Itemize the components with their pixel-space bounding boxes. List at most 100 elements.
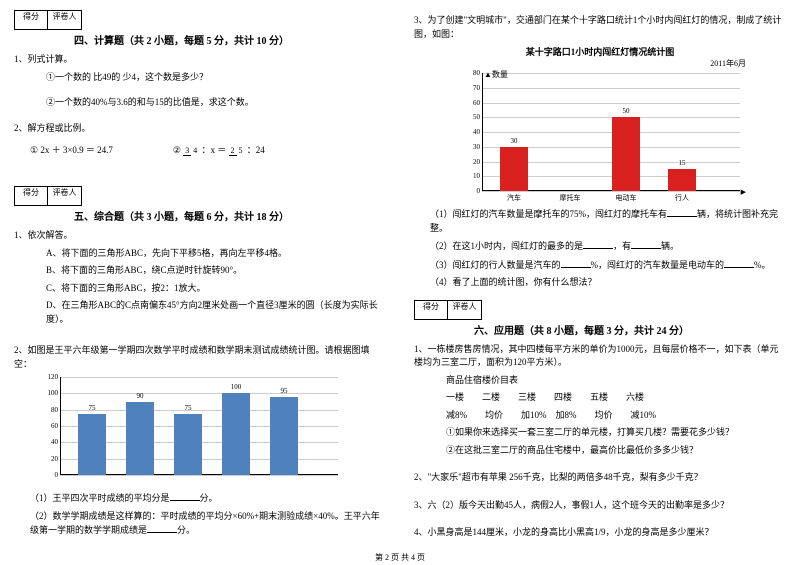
- chart2-subtitle: 2011年6月: [414, 58, 746, 69]
- bar-value: 30: [500, 137, 528, 145]
- s5-q2a: （1）王平四次平时成绩的平均分是 分。: [14, 491, 386, 506]
- s6-q1a: ①如果你来选择买一套三室二厅的单元楼，打算买几楼？需要花多少钱？: [414, 426, 786, 440]
- blank: [583, 239, 613, 249]
- frac-2-5: 25: [229, 147, 245, 155]
- y-label: 80: [460, 69, 480, 77]
- q2: 2、解方程或比例。: [14, 122, 386, 136]
- blank: [170, 491, 200, 501]
- r-q3-3b: %，闯红灯的汽车数量是电动车的: [591, 260, 725, 270]
- s5-q2a-pre: （1）王平四次平时成绩的平均分是: [30, 493, 170, 503]
- eq2-post: ：24: [247, 145, 265, 155]
- section-4-title: 四、计算题（共 2 小题，每题 5 分，共计 10 分）: [74, 32, 386, 47]
- bar-value: 75: [174, 404, 202, 412]
- section-5-title: 五、综合题（共 3 小题，每题 6 分，共计 18 分）: [74, 208, 386, 223]
- arrow-icon: ▶: [741, 188, 746, 196]
- s6-q1: 1、一栋楼房售房情况，其中四楼每平方米的单价为1000元，且每层价格不一，如下表…: [414, 343, 786, 370]
- r-q3-1: （1）闯红灯的汽车数量是摩托车的75%，闯红灯的摩托车有辆，将统计图补充完整。: [414, 207, 786, 235]
- y-axis: [482, 73, 483, 191]
- bar-value: 15: [668, 159, 696, 167]
- chart-traffic: 80706050403020100▲数量▶30汽车摩托车50电动车15行人: [460, 73, 740, 203]
- right-column: 3、为了创建"文明城市"，交通部门在某个十字路口统计1个小时内闯红灯的情况，制成…: [400, 0, 800, 565]
- eq2-pre: ②: [173, 145, 181, 155]
- s5-q1: 1、依次解答。: [14, 229, 386, 243]
- y-label: 0: [38, 471, 58, 479]
- q1a: ①一个数的 比49的 少4，这个数是多少？: [14, 71, 386, 85]
- y-label: 80: [38, 406, 58, 414]
- s6-tbl-title: 商品住宿楼价目表: [414, 374, 786, 388]
- s5-a: A、将下面的三角形ABC，先向下平移5格，再向左平移4格。: [14, 247, 386, 261]
- bar-fill: [126, 402, 154, 476]
- chart-scores: 12010080604020075907510095: [38, 377, 338, 487]
- y-label: 120: [38, 373, 58, 381]
- y-label: 0: [460, 187, 480, 195]
- y-label: 50: [460, 113, 480, 121]
- r-q3-3a: （3）闯红灯的行人数量是汽车的: [430, 260, 561, 270]
- page-footer: 第 2 页 共 4 页: [0, 552, 800, 563]
- bar-fill: [668, 169, 696, 191]
- frac2-den: 5: [237, 146, 245, 155]
- s6-q2: 2、"大家乐"超市有苹果 256千克，比梨的两倍多48千克，梨有多少千克？: [414, 471, 786, 485]
- score-cell-grader: 评卷人: [48, 10, 82, 30]
- bar-fill: [222, 393, 250, 475]
- q1: 1、列式计算。: [14, 53, 386, 67]
- frac1-den: 4: [191, 146, 199, 155]
- y-label: 60: [460, 99, 480, 107]
- eq2: ② 34 ：x ＝ 25 ：24: [173, 143, 265, 156]
- bar: 75: [174, 414, 202, 475]
- gridline: [482, 117, 740, 118]
- r-q3-2c: 辆。: [661, 241, 679, 251]
- y-label: 40: [460, 128, 480, 136]
- y-label: 10: [460, 172, 480, 180]
- s6-row1: 一楼 二楼 三楼 四楼 五楼 六楼: [414, 391, 786, 405]
- left-column: 得分 评卷人 四、计算题（共 2 小题，每题 5 分，共计 10 分） 1、列式…: [0, 0, 400, 565]
- x-label: 汽车: [507, 193, 521, 203]
- s5-q2a-post: 分。: [200, 493, 218, 503]
- bar-fill: [270, 397, 298, 475]
- bar: 50: [612, 117, 640, 191]
- y-label: 20: [38, 455, 58, 463]
- r-q3-2: （2）在这1小时内，闯红灯的最多的是，有辆。: [414, 239, 786, 254]
- r-q3: 3、为了创建"文明城市"，交通部门在某个十字路口统计1个小时内闯红灯的情况，制成…: [414, 14, 786, 41]
- bar-fill: [500, 147, 528, 191]
- x-label: 电动车: [616, 193, 637, 203]
- bar-fill: [612, 117, 640, 191]
- bar: 95: [270, 397, 298, 475]
- s6-q3: 3、六（2）版今天出勤45人，病假2人，事假1人，这个班今天的出勤率是多少？: [414, 499, 786, 513]
- score-box: 得分 评卷人: [14, 10, 386, 30]
- bar: 90: [126, 402, 154, 476]
- s5-q2b-post: 分。: [177, 525, 195, 535]
- r-q3-4: （4）看了上面的统计图，你有什么想法？: [414, 276, 786, 290]
- score-cell-score-2: 得分: [14, 186, 48, 206]
- bar: 75: [78, 414, 106, 475]
- s5-q2: 2、如图是王平六年级第一学期四次数学平时成绩和数学期末测试成绩统计图。请根据图填…: [14, 344, 386, 371]
- blank: [631, 239, 661, 249]
- gridline: [482, 73, 740, 74]
- blank: [561, 258, 591, 268]
- equation-row: ① 2x ＋ 3×0.9 ＝ 24.7 ② 34 ：x ＝ 25 ：24: [30, 143, 386, 156]
- score-box-2: 得分 评卷人: [14, 186, 386, 206]
- y-label: 20: [460, 158, 480, 166]
- score-cell-score-3: 得分: [414, 300, 448, 320]
- bar-fill: [78, 414, 106, 475]
- y-axis: [60, 377, 61, 475]
- score-box-3: 得分 评卷人: [414, 300, 786, 320]
- eq2-mid: ：x ＝: [201, 145, 226, 155]
- eq1: ① 2x ＋ 3×0.9 ＝ 24.7: [30, 143, 113, 156]
- y-label: 60: [38, 422, 58, 430]
- section-6-title: 六、应用题（共 8 小题，每题 3 分，共计 24 分）: [474, 322, 786, 337]
- s5-b: B、将下面的三角形ABC，绕C点逆时针旋转90°。: [14, 264, 386, 278]
- r-q3-1a: （1）闯红灯的汽车数量是摩托车的75%，闯红灯的摩托车有: [430, 209, 667, 219]
- x-label: 摩托车: [560, 193, 581, 203]
- bar: 15: [668, 169, 696, 191]
- r-q3-2b: ，有: [613, 241, 631, 251]
- y-caption: ▲数量: [484, 69, 508, 80]
- bar-value: 100: [222, 383, 250, 391]
- gridline: [482, 191, 740, 192]
- bar-value: 90: [126, 392, 154, 400]
- frac2-num: 2: [229, 146, 237, 156]
- blank: [724, 258, 754, 268]
- gridline: [482, 88, 740, 89]
- r-q3-3: （3）闯红灯的行人数量是汽车的%，闯红灯的汽车数量是电动车的%。: [414, 258, 786, 273]
- gridline: [60, 377, 338, 378]
- bar: 100: [222, 393, 250, 475]
